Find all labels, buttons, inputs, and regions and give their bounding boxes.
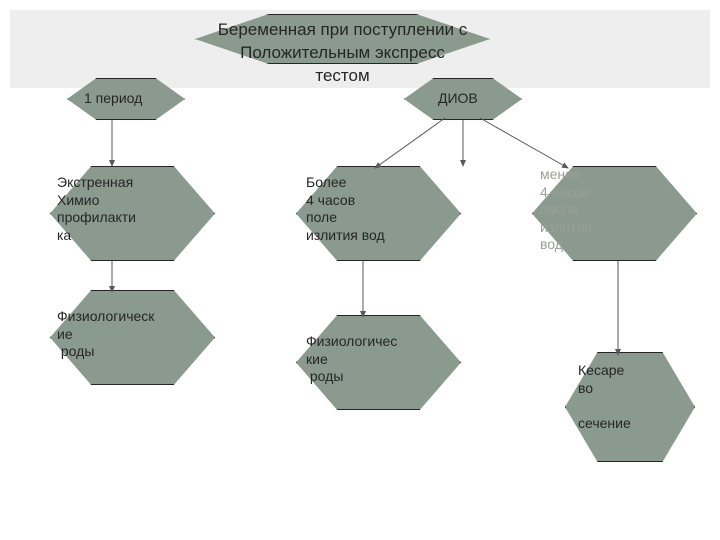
label-phys1: Физиологическ ие роды [57, 308, 154, 361]
label-less4: менее 4 часов после излития вод [540, 166, 592, 254]
label-cesar: Кесаре во сечение [578, 362, 631, 432]
label-chemo: Экстренная Химио профилакти ка [57, 174, 136, 244]
edge-diov-more4 [375, 118, 445, 168]
label-phys2: Физиологичес кие роды [306, 333, 397, 386]
edge-diov-less4 [480, 118, 568, 168]
title-line1: Беременная при поступлении с [218, 20, 468, 39]
label-more4: Более 4 часов поле излития вод [306, 174, 385, 244]
label-period1: 1 период [84, 90, 142, 108]
label-diov: ДИОВ [438, 90, 478, 108]
